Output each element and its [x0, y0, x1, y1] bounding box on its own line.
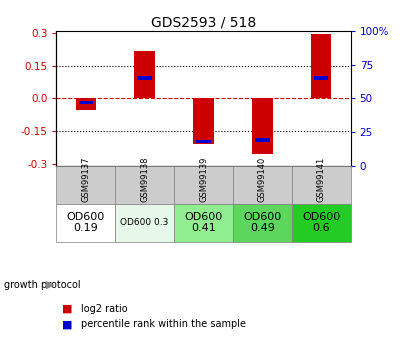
Bar [193, 98, 214, 144]
Text: OD600 0.3: OD600 0.3 [120, 218, 169, 227]
Text: ■: ■ [62, 304, 73, 314]
Text: OD600
0.49: OD600 0.49 [243, 212, 281, 233]
Bar [292, 204, 351, 241]
Bar [56, 166, 115, 204]
Text: OD600
0.19: OD600 0.19 [67, 212, 105, 233]
Bar [311, 34, 332, 98]
Bar [137, 77, 152, 80]
Bar [75, 98, 96, 110]
Text: GSM99137: GSM99137 [81, 156, 90, 202]
Bar [196, 140, 211, 143]
Text: GSM99141: GSM99141 [317, 157, 326, 202]
Text: OD600
0.41: OD600 0.41 [185, 212, 222, 233]
Bar [252, 98, 273, 154]
Bar [174, 204, 233, 241]
Text: ■: ■ [62, 319, 73, 329]
Text: log2 ratio: log2 ratio [81, 304, 127, 314]
Bar [115, 166, 174, 204]
Text: GSM99138: GSM99138 [140, 156, 149, 202]
Text: OD600
0.6: OD600 0.6 [302, 212, 340, 233]
Bar [115, 204, 174, 241]
Bar [292, 166, 351, 204]
Bar [233, 204, 292, 241]
Bar [174, 166, 233, 204]
Bar [255, 138, 270, 142]
Bar [134, 51, 155, 98]
Text: GSM99139: GSM99139 [199, 156, 208, 202]
Text: percentile rank within the sample: percentile rank within the sample [81, 319, 245, 329]
Bar [79, 101, 93, 104]
Bar [56, 204, 115, 241]
Text: ▶: ▶ [46, 280, 55, 289]
Title: GDS2593 / 518: GDS2593 / 518 [151, 16, 256, 30]
Text: growth protocol: growth protocol [4, 280, 81, 289]
Text: GSM99140: GSM99140 [258, 157, 267, 202]
Bar [314, 77, 328, 80]
Bar [233, 166, 292, 204]
